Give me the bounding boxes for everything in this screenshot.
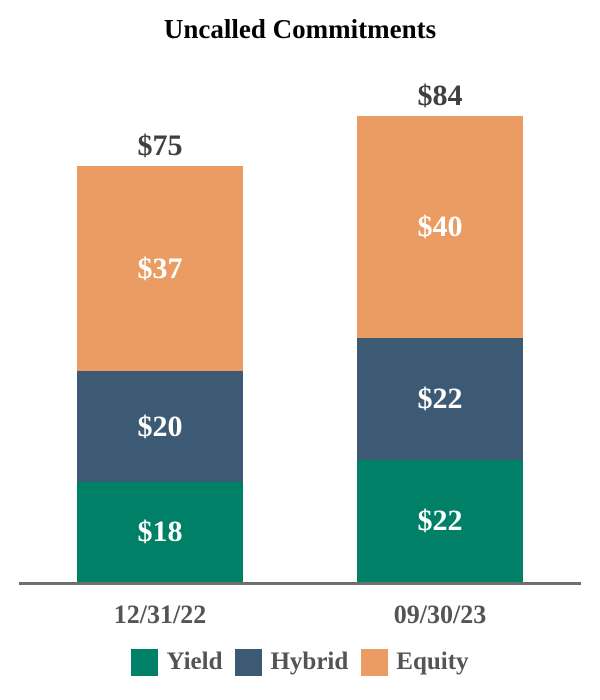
- total-label-12-31-22: $75: [137, 129, 183, 162]
- legend-swatch-yield: [131, 648, 159, 676]
- chart-title: Uncalled Commitments: [163, 14, 437, 44]
- legend-label-hybrid: Hybrid: [270, 648, 349, 675]
- legend-item-yield: Yield: [131, 648, 222, 676]
- segment-value-label: $37: [137, 251, 183, 285]
- segment-hybrid-12-31-22: $20: [77, 371, 243, 482]
- segment-value-label: $20: [137, 409, 183, 443]
- segment-yield-12-31-22: $18: [77, 482, 243, 582]
- legend-item-equity: Equity: [361, 648, 469, 676]
- legend-label-yield: Yield: [166, 648, 223, 675]
- segment-yield-09-30-23: $22: [357, 460, 523, 582]
- legend-swatch-equity: [361, 648, 389, 676]
- x-axis-label-12-31-22: 12/31/22: [113, 600, 207, 629]
- segment-equity-12-31-22: $37: [77, 166, 243, 371]
- total-label-09-30-23: $84: [417, 79, 463, 112]
- x-axis-line: [19, 582, 581, 585]
- segment-value-label: $18: [137, 515, 183, 548]
- x-axis-label-09-30-23: 09/30/23: [393, 600, 487, 629]
- segment-equity-09-30-23: $40: [357, 116, 523, 338]
- segment-value-label: $22: [417, 382, 463, 415]
- legend: Yield Hybrid Equity: [0, 648, 600, 676]
- legend-label-equity: Equity: [396, 648, 469, 675]
- bar-12-31-22: $37 $20 $18: [77, 166, 243, 582]
- legend-item-hybrid: Hybrid: [235, 648, 348, 676]
- segment-value-label: $22: [417, 504, 463, 537]
- legend-swatch-hybrid: [235, 648, 263, 676]
- segment-hybrid-09-30-23: $22: [357, 338, 523, 460]
- segment-value-label: $40: [417, 210, 463, 243]
- bar-09-30-23: $40 $22 $22: [357, 116, 523, 582]
